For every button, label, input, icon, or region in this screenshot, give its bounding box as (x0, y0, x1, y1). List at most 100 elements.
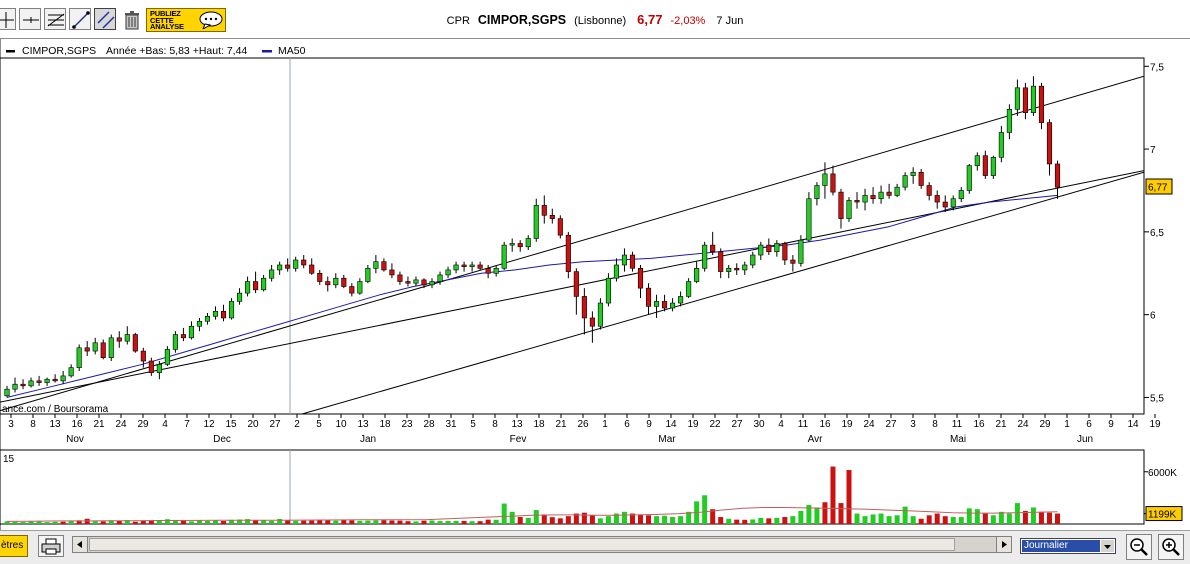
fibonacci-tool-button[interactable] (44, 8, 66, 30)
candle (702, 241, 708, 272)
volume-bar (846, 470, 852, 524)
volume-bar (237, 519, 243, 524)
candle (132, 332, 138, 353)
volume-bar (317, 520, 323, 524)
candle (894, 183, 900, 198)
candle (581, 288, 587, 335)
candle-body (710, 244, 716, 253)
candle-body (124, 334, 130, 342)
volume-bar (92, 521, 98, 524)
delete-drawings-button[interactable] (120, 8, 142, 30)
candle-body (36, 380, 42, 383)
candle-body (237, 292, 243, 302)
volume-bar (477, 521, 483, 524)
volume-bar (670, 517, 676, 524)
candle (325, 276, 331, 292)
candle (60, 370, 66, 385)
channel-tool-button[interactable] (94, 8, 116, 30)
volume-bar (1014, 503, 1020, 524)
zoom-out-button[interactable] (1126, 534, 1152, 560)
candle-body (269, 269, 275, 279)
date-tick-label: 14 (665, 419, 677, 430)
volume-bar (533, 510, 539, 524)
volume-bar (966, 508, 972, 524)
publish-analysis-button[interactable]: PUBLIEZ CETTE ANALYSE (146, 8, 226, 32)
print-button[interactable] (38, 535, 64, 557)
period-selected-value: Journalier (1022, 540, 1100, 552)
candle-body (573, 271, 579, 297)
candle-body (846, 200, 852, 219)
candle-body (228, 301, 235, 319)
period-select[interactable]: Journalier (1020, 538, 1116, 554)
volume-bar (678, 516, 684, 524)
candle (1006, 104, 1012, 140)
volume-bar (108, 520, 114, 524)
candle (501, 241, 507, 270)
candle (982, 150, 988, 179)
trendline-tool-button[interactable] (69, 8, 91, 30)
candle (974, 152, 980, 171)
volume-bar (822, 502, 828, 524)
quote-date: 7 Jun (716, 15, 744, 27)
scroll-left-button[interactable] (73, 537, 88, 552)
volume-bar (68, 520, 74, 524)
volume-bar (886, 516, 892, 524)
month-label: Jun (1077, 434, 1093, 445)
candle-body (196, 320, 203, 327)
crosshair-tool-button[interactable] (0, 8, 16, 30)
candle-body (212, 311, 219, 317)
volume-bar (926, 515, 932, 524)
candle-body (926, 185, 932, 196)
candle-body (678, 296, 684, 304)
candle (317, 269, 323, 285)
volume-bar (188, 521, 194, 524)
volume-bar (365, 520, 371, 524)
legend-series: CIMPOR,SGPS (22, 45, 96, 57)
candle-body (581, 296, 587, 319)
candle-body (1038, 85, 1045, 123)
volume-bar (830, 466, 836, 524)
parameters-button[interactable]: ètres (0, 535, 28, 557)
scroll-right-button[interactable] (996, 537, 1011, 552)
candle (44, 377, 50, 386)
volume-bar (285, 520, 291, 524)
volume-bar (269, 520, 275, 524)
candle-body (253, 281, 259, 291)
date-tick-label: 8 (492, 419, 498, 430)
period-dropdown-button[interactable] (1101, 540, 1114, 552)
candle-body (381, 261, 387, 271)
date-tick-label: 27 (269, 419, 281, 430)
price-chart[interactable]: CIMPOR,SGPS Année +Bas: 5,83 +Haut: 7,44… (0, 40, 1190, 530)
candle-body (172, 334, 178, 350)
candle (148, 357, 154, 376)
volume-bar (212, 520, 218, 524)
volume-bar (1030, 507, 1036, 524)
volume-bar (998, 511, 1004, 524)
candle-body (76, 347, 82, 368)
volume-bar (782, 517, 788, 524)
candle-body (461, 264, 467, 267)
candle-body (204, 316, 211, 322)
horizontal-scrollbar[interactable] (72, 536, 1012, 553)
candle (766, 238, 772, 256)
horizontal-line-tool-button[interactable] (19, 8, 41, 30)
volume-bar (581, 512, 587, 524)
horizontal-line-icon (23, 17, 39, 23)
candle-body (541, 205, 547, 216)
volume-scale-top: 15 (3, 454, 15, 465)
volume-bar (501, 503, 507, 524)
volume-bar (485, 519, 491, 524)
candle (485, 264, 491, 279)
zoom-in-button[interactable] (1158, 534, 1184, 560)
bottom-toolbar: ètres Journalier (0, 530, 1190, 564)
volume-bar (766, 518, 772, 524)
candle (245, 276, 251, 297)
volume-tick-label: 1199K (1148, 510, 1177, 521)
candle (164, 346, 170, 366)
candle-body (389, 269, 395, 276)
candle (1046, 119, 1053, 176)
scroll-thumb[interactable] (89, 538, 955, 551)
date-tick-label: 4 (162, 419, 168, 430)
candle-body (734, 267, 740, 271)
candle (854, 192, 860, 209)
